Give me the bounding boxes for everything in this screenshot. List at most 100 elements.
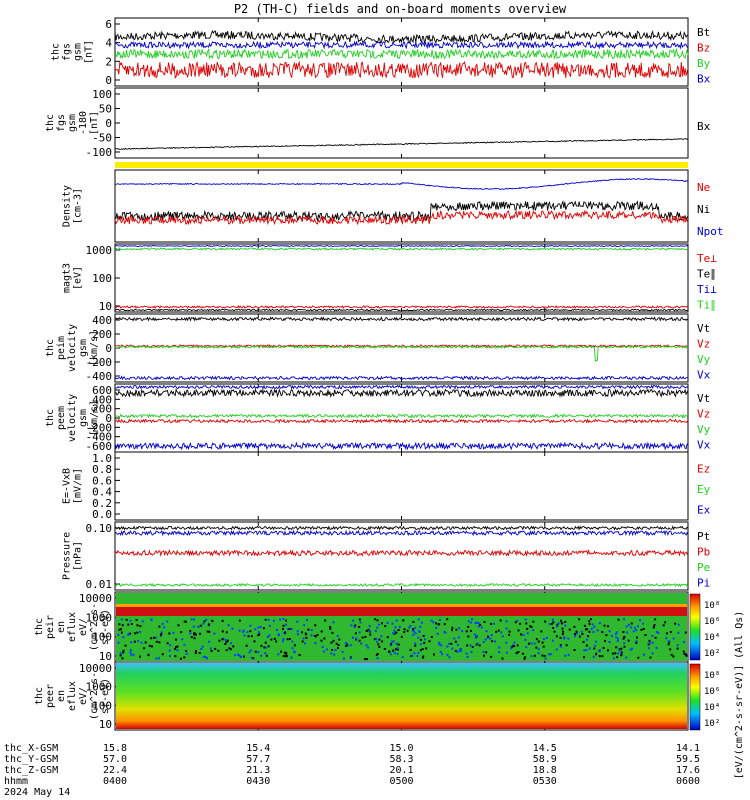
legend-Ex: Ex: [697, 504, 711, 517]
spectrogram-ion-noise: [418, 630, 421, 633]
spectrogram-ion-noise: [392, 640, 395, 643]
spectrogram-ion-noise: [501, 635, 504, 638]
spectrogram-ion-noise: [279, 618, 282, 621]
colorbar-tick: 10²: [704, 649, 720, 659]
legend-Te∥: Te∥: [697, 267, 716, 280]
spectrogram-ion-noise: [378, 645, 381, 648]
spectrogram-ion-noise: [396, 652, 399, 655]
spectrogram-ion-noise: [310, 634, 313, 637]
spectrogram-ion-noise: [533, 654, 536, 657]
spectrogram-ion-noise: [192, 625, 195, 628]
x-col-Z: 20.1: [389, 765, 413, 776]
panel-peir: 10100100010000thcpeirenefluxeV/(cm^2-s-s…: [34, 591, 689, 663]
spectrogram-ion-noise: [120, 631, 123, 634]
y-axis-label-line: peim: [56, 336, 67, 360]
spectrogram-ion-noise: [242, 655, 245, 658]
panel-content: [114, 244, 689, 312]
spectrogram-ion-noise: [567, 653, 570, 656]
x-col-Z: 18.8: [533, 765, 557, 776]
x-col-Z: 22.4: [103, 765, 127, 776]
series-Bz: [114, 60, 689, 79]
spectrogram-ion-noise: [211, 620, 214, 623]
spectrogram-ion-noise: [635, 640, 638, 643]
spectrogram-ion-noise: [454, 640, 457, 643]
spectrogram-ion-noise: [282, 638, 285, 641]
spectrogram-ion-noise: [578, 635, 581, 638]
x-col-hhmm: 0530: [533, 776, 557, 787]
spectrogram-ion-noise: [122, 649, 125, 652]
spectrogram-ion-noise: [443, 623, 446, 626]
spectrogram-ion-noise: [260, 644, 263, 647]
spectrogram-ion-edge: [116, 604, 687, 607]
spectrogram-ion-noise: [300, 631, 303, 634]
spectrogram-ion-noise: [498, 651, 501, 654]
spectrogram-ion-noise: [616, 639, 619, 642]
y-tick-label: 200: [92, 403, 112, 416]
spectrogram-ion-noise: [508, 633, 511, 636]
y-axis-label: Density[cm-3]: [62, 185, 84, 227]
spectrogram-ion-noise: [218, 639, 221, 642]
spectrogram-ion-noise: [414, 632, 417, 635]
spectrogram-ion-noise: [651, 634, 654, 637]
spectrogram-ion-noise: [635, 641, 638, 644]
spectrogram-ion-noise: [414, 642, 417, 645]
spectrogram-ion-noise: [377, 643, 380, 646]
spectrogram-ion-noise: [408, 626, 411, 629]
plot-title: P2 (TH-C) fields and on-board moments ov…: [234, 2, 567, 16]
spectrogram-ion-noise: [555, 635, 558, 638]
spectrogram-ion-noise: [288, 628, 291, 631]
spectrogram-ion-noise: [282, 628, 285, 631]
spectrogram-ion-noise: [677, 631, 680, 634]
y-axis-label: magt3[eV]: [62, 263, 84, 293]
y-axis-label-line: gsm: [78, 409, 89, 427]
spectrogram-ion-noise: [420, 621, 423, 624]
spectrogram-ion-noise: [596, 629, 599, 632]
spectrogram-ion-noise: [285, 623, 288, 626]
spectrogram-ion-noise: [533, 642, 536, 645]
spectrogram-ion-noise: [190, 618, 193, 621]
spectrogram-ion-noise: [293, 644, 296, 647]
y-axis-label-line: en: [56, 690, 67, 702]
spectrogram-ion-noise: [421, 648, 424, 651]
spectrogram-ion-noise: [321, 645, 324, 648]
spectrogram-ion-noise: [277, 633, 280, 636]
spectrogram-ion-noise: [657, 632, 660, 635]
spectrogram-ion-noise: [489, 637, 492, 640]
spectrogram-ion-noise: [185, 650, 188, 653]
spectrogram-ion-noise: [368, 630, 371, 633]
spectrogram-ion-noise: [623, 618, 626, 621]
series-Vx: [114, 375, 689, 381]
spectrogram-ion-noise: [169, 644, 172, 647]
spectrogram-ion-noise: [202, 655, 205, 658]
spectrogram-ion-noise: [272, 619, 275, 622]
colorbar: [689, 663, 701, 731]
spectrogram-ion-noise: [544, 620, 547, 623]
spectrogram-ion-noise: [625, 656, 628, 659]
spectrogram-ion-noise: [290, 628, 293, 631]
spectrogram-ion-noise: [285, 651, 288, 654]
spectrogram-ion-noise: [656, 630, 659, 633]
spectrogram-ion-noise: [337, 644, 340, 647]
series-Pi: [114, 529, 689, 537]
spectrogram-ion-noise: [238, 654, 241, 657]
spectrogram-ion-noise: [451, 647, 454, 650]
spectrogram-ion-noise: [629, 648, 632, 651]
spectrogram-ion-noise: [588, 647, 591, 650]
panel-content: [114, 29, 689, 79]
spectrogram-ion-noise: [603, 624, 606, 627]
spectrogram-ion-noise: [451, 626, 454, 629]
spectrogram-ion-noise: [174, 646, 177, 649]
spectrogram-ion-noise: [257, 626, 260, 629]
spectrogram-ion-noise: [197, 625, 200, 628]
spectrogram-ion-noise: [530, 655, 533, 658]
spectrogram-ion-noise: [664, 621, 667, 624]
spectrogram-ion-noise: [158, 625, 161, 628]
spectrogram-ion-noise: [386, 636, 389, 639]
spectrogram-ion-noise: [130, 653, 133, 656]
y-axis-label: thcpeirenefluxeV/(cm^2-s-sr-eV): [34, 603, 111, 651]
y-tick-label: 400: [92, 314, 112, 327]
y-tick-label: 50: [99, 103, 112, 116]
spectrogram-ion-noise: [243, 634, 246, 637]
spectrogram-ion-noise: [417, 652, 420, 655]
spectrogram-ion-noise: [564, 624, 567, 627]
